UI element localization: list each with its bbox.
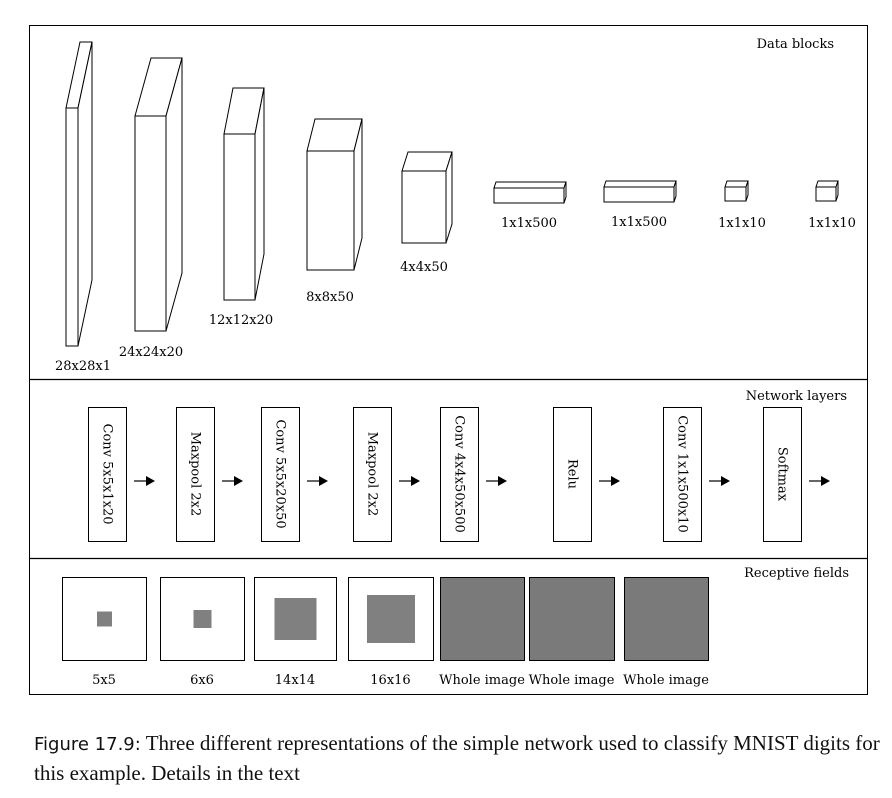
block-front-face (223, 133, 256, 301)
block-front-face (134, 115, 167, 332)
block-front-face (724, 186, 747, 202)
caption-text: Three different representations of the s… (34, 731, 880, 785)
receptive-field: Whole image (439, 577, 525, 688)
data-blocks-title: Data blocks (757, 37, 834, 52)
block-front-face (603, 186, 675, 203)
data-block: 8x8x50 (306, 118, 363, 305)
layer-block: Relu (553, 407, 620, 542)
block-size-label: 24x24x20 (119, 345, 183, 360)
field-size-label: Whole image (623, 673, 709, 688)
layer-label: Conv 5x5x20x50 (273, 419, 288, 528)
data-block: 12x12x20 (209, 87, 273, 328)
field-image-frame (440, 577, 525, 661)
block-top-face (724, 180, 749, 188)
block-top-face (493, 181, 567, 189)
network-layers-group: Conv 5x5x1x20 Maxpool 2x2 Conv 5x5x20x50 Ma… (88, 407, 830, 542)
data-block: 28x28x1 (55, 41, 111, 374)
receptive-field: 6x6 (160, 577, 245, 688)
layer-box (553, 407, 592, 542)
flow-arrow-head (319, 476, 328, 486)
layer-block: Conv 1x1x500x10 (663, 407, 730, 542)
layer-box (261, 407, 300, 542)
data-block: 4x4x50 (400, 151, 453, 275)
block-size-label: 8x8x50 (306, 290, 354, 305)
data-block: 1x1x10 (718, 180, 766, 231)
flow-arrow-head (821, 476, 830, 486)
flow-arrow-head (411, 476, 420, 486)
block-front-face (65, 107, 79, 347)
flow-arrow-head (146, 476, 155, 486)
caption-label: Figure 17.9: (34, 734, 141, 755)
block-size-label: 28x28x1 (55, 359, 111, 374)
receptive-fields-group: 5x5 6x6 14x14 16x16 Whole image Whole image Wh… (62, 577, 709, 688)
receptive-field: 16x16 (348, 577, 434, 688)
field-size-label: 16x16 (370, 673, 410, 688)
data-block: 1x1x500 (603, 180, 677, 230)
layer-block: Maxpool 2x2 (353, 407, 420, 542)
field-region (193, 610, 212, 628)
layer-block: Conv 5x5x1x20 (88, 407, 155, 542)
block-front-face (306, 150, 355, 271)
receptive-field: 14x14 (254, 577, 337, 688)
block-size-label: 1x1x10 (718, 216, 766, 231)
field-region (274, 598, 317, 640)
layer-box (176, 407, 215, 542)
field-image-frame (624, 577, 709, 661)
data-block: 24x24x20 (119, 57, 183, 360)
block-top-face (306, 118, 363, 152)
block-size-label: 4x4x50 (400, 260, 448, 275)
block-size-label: 1x1x10 (808, 216, 856, 231)
flow-arrow-head (611, 476, 620, 486)
layer-box (763, 407, 802, 542)
receptive-field: 5x5 (62, 577, 147, 688)
data-block: 1x1x500 (493, 181, 567, 231)
layer-label: Conv 5x5x1x20 (100, 424, 115, 525)
block-front-face (401, 170, 447, 244)
flow-arrow-head (234, 476, 243, 486)
field-size-label: 5x5 (92, 673, 116, 688)
layer-label: Softmax (775, 447, 790, 502)
network-layers-title: Network layers (746, 389, 847, 404)
layer-label: Maxpool 2x2 (188, 432, 203, 517)
layer-box (663, 407, 702, 542)
layer-block: Conv 5x5x20x50 (261, 407, 328, 542)
layer-label: Relu (565, 459, 580, 489)
layer-block: Softmax (763, 407, 830, 542)
field-size-label: 14x14 (275, 673, 315, 688)
flow-arrow-head (498, 476, 507, 486)
block-top-face (603, 180, 677, 188)
figure-frame (29, 25, 868, 695)
layer-block: Maxpool 2x2 (176, 407, 243, 542)
field-size-label: 6x6 (190, 673, 214, 688)
data-blocks-group: 28x28x1 24x24x20 12x12x20 8x8x50 4x4x50 1x1x5… (55, 41, 856, 374)
block-size-label: 1x1x500 (501, 216, 557, 231)
flow-arrow-head (721, 476, 730, 486)
block-front-face (815, 186, 837, 202)
layer-label: Conv 1x1x500x10 (675, 415, 690, 533)
receptive-field: Whole image (623, 577, 709, 688)
layer-label: Conv 4x4x50x500 (452, 415, 467, 533)
block-size-label: 12x12x20 (209, 313, 273, 328)
field-region (97, 611, 112, 627)
block-top-face (815, 180, 839, 188)
layer-block: Conv 4x4x50x500 (440, 407, 507, 542)
field-size-label: Whole image (529, 673, 615, 688)
layer-label: Maxpool 2x2 (365, 432, 380, 517)
layer-box (353, 407, 392, 542)
receptive-fields-title: Receptive fields (744, 566, 849, 581)
receptive-field: Whole image (529, 577, 615, 688)
block-top-face (401, 151, 453, 172)
field-image-frame (529, 577, 615, 661)
block-size-label: 1x1x500 (611, 215, 667, 230)
field-size-label: Whole image (439, 673, 525, 688)
data-block: 1x1x10 (808, 180, 856, 231)
layer-box (88, 407, 127, 542)
figure-caption: Figure 17.9: Three different representat… (34, 729, 884, 787)
layer-box (440, 407, 479, 542)
field-region (367, 595, 415, 643)
block-front-face (493, 187, 565, 204)
